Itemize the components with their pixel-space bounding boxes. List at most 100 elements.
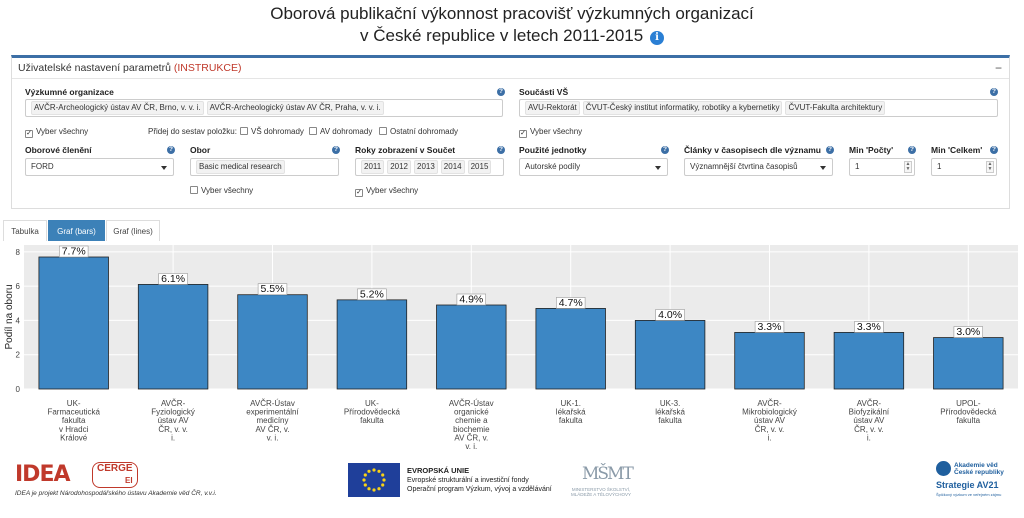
field-help-icon[interactable]: ? xyxy=(332,146,340,154)
research-org-input[interactable]: AVČR-Archeologický ústav AV ČR, Brno, v.… xyxy=(25,99,503,117)
msmt-mark: MŠMT xyxy=(582,464,634,484)
add-other-text: Ostatní dohromady xyxy=(390,127,459,136)
x-tick-label-line: Mikrobiologický xyxy=(742,408,797,417)
university-parts-help-icon[interactable]: ? xyxy=(990,88,998,96)
data-label: 4.9% xyxy=(459,294,483,306)
tab-graph-lines[interactable]: Graf (lines) xyxy=(106,220,160,241)
journal-articles-value: Významnější čtvrtina časopisů xyxy=(690,162,798,171)
eu-line-3: Operační program Výzkum, vývoj a vzděláv… xyxy=(407,486,552,493)
x-tick-label-line: UPOL- xyxy=(956,399,981,408)
y-tick-label: 0 xyxy=(16,385,21,394)
x-tick-label-line: Králové xyxy=(60,433,88,442)
journal-articles-select[interactable]: Významnější čtvrtina časopisů xyxy=(684,158,833,176)
journal-articles-help-icon[interactable]: ? xyxy=(826,146,834,154)
x-tick-label-line: biochemie xyxy=(453,425,490,434)
checkbox-icon xyxy=(240,127,248,135)
tab-table[interactable]: Tabulka xyxy=(3,220,47,241)
year-chip[interactable]: 2012 xyxy=(387,160,411,174)
title-line-1: Oborová publikační výkonnost pracovišť v… xyxy=(270,4,754,23)
data-label: 3.0% xyxy=(956,326,980,338)
select-all-fields-checkbox[interactable]: Vyber všechny xyxy=(190,186,253,196)
eu-text: EVROPSKÁ UNIE Evropské strukturální a in… xyxy=(407,466,552,494)
add-vs-checkbox[interactable]: VŠ dohromady xyxy=(240,127,304,137)
field-classification-label: Oborové členění xyxy=(25,145,92,155)
x-tick-label-line: AVČR-Ústav xyxy=(449,399,494,408)
year-chip[interactable]: 2015 xyxy=(467,160,492,174)
info-icon[interactable]: i xyxy=(649,31,664,45)
university-part-chip[interactable]: ČVUT-Fakulta architektury xyxy=(785,101,886,115)
year-chip[interactable]: 2013 xyxy=(414,160,438,174)
units-help-icon[interactable]: ? xyxy=(661,146,669,154)
cerge-text: CERGE xyxy=(97,463,133,474)
year-chip[interactable]: 2011 xyxy=(361,160,385,174)
research-org-help-icon[interactable]: ? xyxy=(497,88,505,96)
data-label-box xyxy=(854,321,884,333)
min-counts-input[interactable]: 1 ▲ ▼ xyxy=(849,158,915,176)
min-total-input[interactable]: 1 ▲ ▼ xyxy=(931,158,997,176)
field-input[interactable]: Basic medical research xyxy=(190,158,339,176)
x-tick-label-line: AV ČR, v. xyxy=(256,425,290,434)
chevron-down-icon xyxy=(655,166,661,170)
collapse-icon[interactable]: − xyxy=(994,61,1002,75)
university-parts-input[interactable]: AVU-Rektorát ČVUT-Český institut informat… xyxy=(519,99,998,117)
x-tick-label-line: AVČR- xyxy=(857,399,882,408)
university-part-chip[interactable]: ČVUT-Český institut informatiky, robotik… xyxy=(582,101,783,115)
x-tick-label-line: fakulta xyxy=(559,416,583,425)
year-chip[interactable]: 2014 xyxy=(440,160,465,174)
spinner-icon[interactable]: ▲ ▼ xyxy=(904,161,912,173)
eu-flag-logo xyxy=(348,463,400,497)
select-all-years-checkbox[interactable]: ✓ Vyber všechny xyxy=(355,186,418,197)
data-label: 3.3% xyxy=(758,321,782,333)
academy-logo[interactable]: Akademie věd České republiky Strategie AV… xyxy=(930,461,1020,501)
select-all-parts-checkbox[interactable]: ✓ Vyber všechny xyxy=(519,127,582,138)
x-tick-label: UK-Farmaceutická fakulta v Hradci Králové xyxy=(47,399,100,442)
instructions-link[interactable]: (INSTRUKCE) xyxy=(173,62,242,74)
tab-graph-bars[interactable]: Graf (bars) xyxy=(48,220,105,241)
units-select[interactable]: Autorské podíly xyxy=(519,158,668,176)
msmt-text: MINISTERSTVO ŠKOLSTVÍ, MLÁDEŽE A TĚLOVÝC… xyxy=(571,487,631,497)
x-tick-label: AVČR-Fyziologický ústav AV ČR, v. v. i. xyxy=(151,399,195,442)
x-tick-label-line: chemie a xyxy=(455,416,488,425)
add-vs-text: VŠ dohromady xyxy=(251,127,304,136)
university-part-chip[interactable]: AVU-Rektorát xyxy=(525,101,580,115)
years-label: Roky zobrazení v Součet xyxy=(355,145,456,155)
bar xyxy=(535,308,606,390)
academy-subtitle: Špičkový výzkum ve veřejném zájmu xyxy=(936,492,1002,497)
research-org-chip[interactable]: AVČR-Archeologický ústav AV ČR, Brno, v.… xyxy=(31,101,204,115)
add-other-checkbox[interactable]: Ostatní dohromady xyxy=(379,127,458,137)
data-label-box xyxy=(456,293,486,306)
x-tick-label-line: fakulta xyxy=(957,416,981,425)
research-org-chip[interactable]: AVČR-Archeologický ústav AV ČR, Praha, v… xyxy=(206,101,384,115)
add-av-checkbox[interactable]: AV dohromady xyxy=(309,127,372,137)
data-label: 4.7% xyxy=(559,297,583,309)
y-tick-label: 8 xyxy=(16,248,21,257)
min-total-help-icon[interactable]: ? xyxy=(990,146,998,154)
checkbox-checked-icon: ✓ xyxy=(25,130,33,138)
field-chip[interactable]: Basic medical research xyxy=(196,160,285,174)
years-input[interactable]: 2011 2012 2013 2014 2015 xyxy=(355,158,504,176)
x-tick-label-line: Přírodovědecká xyxy=(344,408,401,417)
min-counts-help-icon[interactable]: ? xyxy=(908,146,916,154)
msmt-logo[interactable]: MŠMT MINISTERSTVO ŠKOLSTVÍ, MLÁDEŽE A TĚ… xyxy=(566,464,636,498)
years-help-icon[interactable]: ? xyxy=(497,146,505,154)
academy-name-2: České republiky xyxy=(954,469,1004,476)
select-all-orgs-checkbox[interactable]: ✓ Vyber všechny xyxy=(25,127,88,138)
checkbox-checked-icon: ✓ xyxy=(519,130,527,138)
cerge-ei-logo[interactable]: CERGE EI xyxy=(92,462,138,488)
field-classification-help-icon[interactable]: ? xyxy=(167,146,175,154)
x-tick-label-line: lékařská xyxy=(655,408,685,417)
spinner-icon[interactable]: ▲ ▼ xyxy=(986,161,994,173)
x-tick-label-line: i. xyxy=(768,433,772,442)
idea-logo[interactable]: IDEA xyxy=(15,462,71,487)
x-tick-label-line: Fyziologický xyxy=(151,408,195,417)
select-all-orgs-text: Vyber všechny xyxy=(36,127,89,136)
x-tick-label: UK-Přírodovědecká fakulta xyxy=(344,399,401,425)
chevron-down-icon xyxy=(161,166,167,170)
field-classification-select[interactable]: FORD xyxy=(25,158,174,176)
x-tick-label: UK-3. lékařská fakulta xyxy=(655,399,685,425)
x-tick-label: UK-1. lékařská fakulta xyxy=(556,399,586,425)
settings-panel-header[interactable]: Uživatelské nastavení parametrů (INSTRUK… xyxy=(12,58,1009,79)
field-classification-value: FORD xyxy=(31,162,54,171)
academy-name: Akademie věd České republiky xyxy=(954,462,1004,476)
